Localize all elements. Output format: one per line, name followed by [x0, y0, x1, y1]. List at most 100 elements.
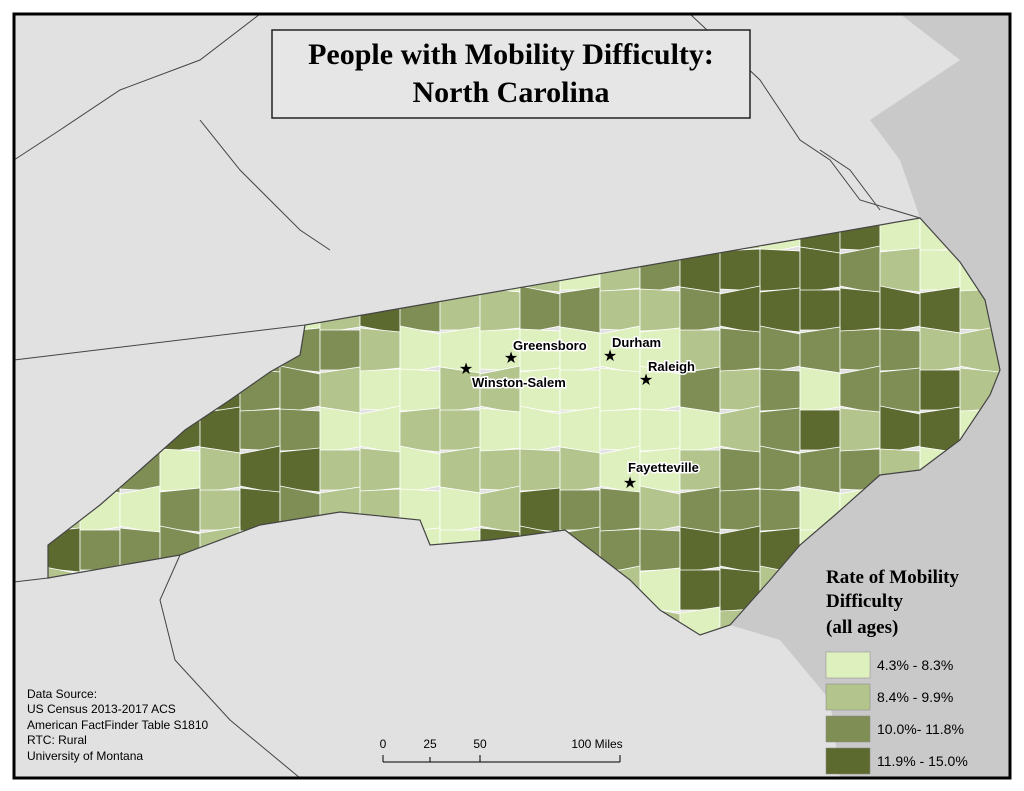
- county: [559, 326, 601, 374]
- county: [399, 445, 441, 495]
- county: [319, 406, 361, 454]
- county: [759, 407, 801, 453]
- county: [439, 446, 481, 494]
- city-star: ★: [639, 372, 653, 389]
- county: [279, 447, 321, 493]
- county: [839, 407, 881, 453]
- county: [479, 485, 521, 535]
- legend-swatch: [825, 715, 871, 743]
- legend-title: Difficulty: [826, 591, 904, 612]
- county: [679, 406, 721, 454]
- county: [599, 288, 641, 332]
- county: [359, 447, 401, 493]
- county: [319, 449, 361, 491]
- county: [239, 408, 281, 452]
- county: [559, 369, 601, 411]
- city-label: Raleigh: [648, 359, 695, 374]
- county: [799, 326, 841, 374]
- county: [319, 366, 361, 414]
- county: [919, 326, 961, 374]
- county: [719, 525, 761, 575]
- title-box: [271, 29, 751, 119]
- county: [559, 406, 601, 454]
- county: [799, 366, 841, 414]
- nc-outline: [47, 217, 1001, 636]
- legend: Rate of Mobility Difficulty (all ages) 4…: [825, 567, 968, 775]
- county: [959, 325, 1000, 375]
- county: [599, 487, 641, 533]
- county: [839, 328, 881, 372]
- county: [159, 448, 201, 492]
- county: [679, 486, 721, 534]
- city-label: Winston-Salem: [472, 375, 566, 390]
- city-label: Fayetteville: [628, 460, 699, 475]
- county: [439, 409, 481, 451]
- county: [679, 569, 721, 611]
- city-label: Durham: [612, 335, 661, 350]
- county: [359, 327, 401, 373]
- title: North Carolina: [413, 76, 610, 109]
- city-star: ★: [603, 348, 617, 365]
- county: [879, 285, 921, 335]
- county: [399, 368, 441, 412]
- scale-label: 0: [380, 737, 387, 751]
- county: [479, 448, 521, 492]
- legend-label: 8.4% - 9.9%: [877, 689, 953, 705]
- county: [639, 528, 681, 572]
- county: [199, 446, 241, 494]
- legend-title: Rate of Mobility: [826, 567, 959, 588]
- source-text: US Census 2013-2017 ACS: [27, 702, 176, 716]
- county: [279, 365, 321, 415]
- county: [719, 368, 761, 412]
- county: [559, 286, 601, 334]
- legend-label: 10.0%- 11.8%: [877, 721, 964, 737]
- county: [599, 408, 641, 452]
- county: [519, 405, 561, 455]
- county: [279, 408, 321, 452]
- county: [799, 446, 841, 494]
- county: [679, 286, 721, 334]
- county: [519, 487, 561, 533]
- legend-title: (all ages): [826, 617, 898, 638]
- county: [479, 407, 521, 453]
- county: [599, 367, 641, 413]
- county: [639, 485, 681, 535]
- legend-label: 11.9% - 15.0%: [877, 753, 968, 769]
- county: [719, 327, 761, 373]
- county: [719, 488, 761, 532]
- county: [639, 408, 681, 452]
- legend-swatch: [825, 651, 871, 679]
- county: [719, 405, 761, 455]
- county: [839, 365, 881, 415]
- county: [919, 369, 961, 411]
- title: People with Mobility Difficulty:: [308, 38, 714, 71]
- city-star: ★: [504, 350, 518, 367]
- county: [639, 447, 681, 493]
- county: [119, 485, 161, 535]
- county: [839, 287, 881, 333]
- county: [639, 288, 681, 332]
- county: [559, 489, 601, 531]
- source-text: RTC: Rural: [27, 733, 87, 747]
- frame: [12, 12, 1012, 780]
- county: [719, 248, 761, 292]
- county: [759, 488, 801, 532]
- legend-label: 4.3% - 8.3%: [877, 657, 953, 673]
- county: [679, 526, 721, 574]
- county: [839, 245, 881, 295]
- city-star: ★: [459, 361, 473, 378]
- county: [879, 328, 921, 372]
- county: [679, 606, 721, 635]
- county: [439, 486, 481, 534]
- county: [359, 405, 401, 455]
- county: [759, 248, 801, 292]
- scale-label: 100 Miles: [571, 737, 622, 751]
- county: [559, 446, 601, 494]
- county: [799, 409, 841, 451]
- county: [399, 325, 441, 375]
- state-borders: [13, 13, 921, 779]
- source-text: American FactFinder Table S1810: [27, 718, 209, 732]
- legend-swatch: [825, 747, 871, 775]
- city-star: ★: [623, 475, 637, 492]
- county: [639, 327, 681, 373]
